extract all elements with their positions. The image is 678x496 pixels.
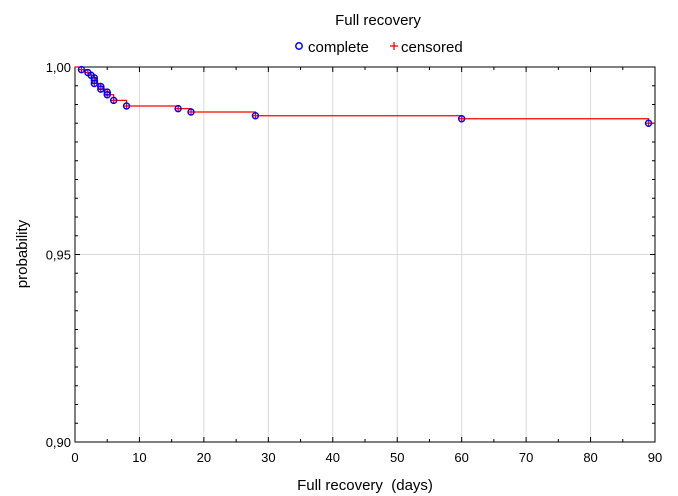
complete-marker [251, 112, 260, 120]
survival-step-line [75, 66, 655, 124]
complete-marker [97, 82, 105, 91]
complete-marker [122, 102, 131, 110]
complete-marker [457, 115, 466, 123]
x-tick-label: 50 [390, 450, 404, 465]
legend-censored-label: censored [401, 39, 463, 56]
x-tick-label: 80 [583, 450, 597, 465]
legend: complete censored [295, 39, 463, 56]
x-tick-label: 20 [197, 450, 211, 465]
x-tick-label: 90 [648, 450, 662, 465]
x-tick-label: 70 [519, 450, 533, 465]
complete-marker [174, 104, 182, 113]
x-axis-label: Full recovery (days) [297, 477, 433, 494]
x-tick-label: 30 [261, 450, 275, 465]
complete-marker [90, 79, 99, 88]
axis-ticks [74, 66, 656, 443]
complete-marker [97, 85, 105, 93]
complete-marker [644, 119, 653, 127]
y-tick-label: 0,95 [46, 248, 71, 263]
y-tick-label: 1,00 [46, 60, 71, 75]
legend-complete-label: complete [308, 39, 369, 56]
y-tick-label: 0,90 [46, 435, 71, 450]
x-tick-label: 40 [326, 450, 340, 465]
y-tick-labels: 0,90 0,95 1,00 [46, 60, 71, 450]
chart-title: Full recovery [335, 12, 421, 29]
complete-marker [187, 108, 195, 116]
legend-complete-marker [295, 42, 303, 50]
complete-marker [109, 96, 118, 105]
complete-marker [103, 88, 111, 96]
x-tick-label: 10 [132, 450, 146, 465]
data-markers [77, 65, 653, 127]
x-tick-label: 0 [71, 450, 78, 465]
x-tick-labels: 0 10 20 30 40 50 60 70 80 90 [71, 450, 662, 465]
x-tick-label: 60 [454, 450, 468, 465]
gridlines [75, 67, 655, 442]
complete-marker [103, 91, 111, 99]
complete-marker [90, 76, 99, 85]
complete-marker [77, 65, 86, 74]
legend-censored-marker [390, 42, 398, 50]
y-axis-label: probability [14, 219, 31, 288]
